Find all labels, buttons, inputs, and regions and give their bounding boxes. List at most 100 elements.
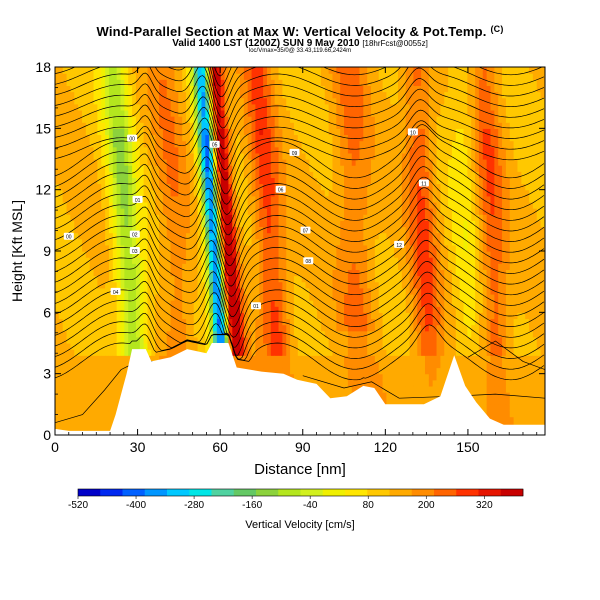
field-cell	[108, 275, 114, 283]
field-cell	[297, 244, 303, 252]
field-cell	[247, 238, 253, 246]
field-cell	[74, 140, 79, 148]
field-cell	[120, 195, 125, 203]
field-cell	[290, 287, 295, 295]
field-cell	[178, 343, 183, 350]
field-cell	[355, 324, 361, 332]
field-cell	[174, 287, 179, 295]
field-cell	[282, 128, 287, 136]
field-cell	[363, 152, 368, 160]
field-cell	[216, 287, 222, 295]
field-cell	[324, 226, 330, 234]
field-cell	[151, 220, 156, 228]
field-cell	[55, 392, 60, 399]
field-cell	[197, 287, 203, 295]
field-cell	[155, 177, 160, 185]
field-cell	[55, 244, 60, 252]
field-cell	[344, 306, 349, 313]
field-cell	[132, 208, 137, 215]
field-cell	[355, 232, 361, 240]
field-cell	[367, 355, 372, 362]
field-cell	[105, 324, 110, 332]
field-cell	[108, 152, 114, 160]
field-cell	[151, 91, 156, 99]
field-cell	[116, 226, 122, 234]
field-cell	[74, 165, 79, 172]
field-cell	[367, 122, 372, 129]
field-cell	[363, 220, 368, 228]
field-cell	[243, 336, 249, 344]
field-cell	[143, 103, 149, 111]
field-cell	[116, 361, 122, 369]
field-cell	[182, 128, 187, 136]
field-cell	[81, 232, 87, 240]
field-cell	[101, 422, 106, 430]
field-cell	[336, 189, 341, 197]
field-cell	[367, 300, 372, 307]
field-cell	[58, 330, 64, 338]
field-cell	[328, 269, 334, 277]
field-cell	[355, 361, 361, 369]
field-cell	[132, 128, 137, 136]
field-cell	[143, 312, 149, 320]
field-cell	[282, 159, 287, 166]
field-cell	[293, 73, 299, 80]
field-cell	[143, 134, 149, 142]
field-cell	[159, 343, 164, 350]
field-cell	[178, 293, 183, 301]
field-cell	[270, 300, 276, 307]
field-cell	[351, 159, 357, 166]
field-cell	[170, 275, 176, 283]
field-cell	[186, 152, 191, 160]
field-cell	[305, 306, 310, 313]
field-cell	[108, 324, 114, 332]
field-cell	[74, 159, 79, 166]
field-cell	[344, 287, 349, 295]
field-cell	[182, 251, 187, 258]
field-cell	[243, 109, 249, 117]
field-cell	[159, 306, 164, 313]
field-cell	[201, 152, 206, 160]
field-cell	[209, 251, 214, 258]
field-cell	[162, 293, 168, 301]
field-cell	[324, 109, 330, 117]
field-cell	[58, 109, 64, 117]
field-cell	[213, 238, 218, 246]
field-cell	[97, 281, 102, 289]
field-cell	[182, 122, 187, 129]
field-cell	[66, 165, 72, 172]
field-cell	[328, 232, 334, 240]
field-cell	[344, 165, 349, 172]
field-cell	[132, 300, 137, 307]
field-cell	[355, 379, 361, 387]
field-cell	[58, 263, 64, 270]
field-cell	[197, 220, 203, 228]
field-cell	[293, 97, 299, 105]
field-cell	[105, 91, 110, 99]
field-cell	[66, 152, 72, 160]
field-cell	[66, 146, 72, 154]
field-cell	[278, 85, 283, 93]
field-cell	[247, 263, 253, 270]
field-cell	[324, 300, 330, 307]
field-cell	[347, 232, 353, 240]
field-cell	[290, 275, 295, 283]
field-cell	[197, 103, 203, 111]
field-cell	[255, 103, 260, 111]
field-cell	[259, 165, 264, 172]
field-cell	[247, 293, 253, 301]
field-cell	[62, 398, 68, 405]
field-cell	[317, 244, 322, 252]
field-cell	[132, 251, 137, 258]
field-cell	[239, 189, 245, 197]
field-cell	[78, 244, 83, 252]
field-cell	[297, 122, 303, 129]
field-cell	[259, 349, 264, 356]
field-cell	[301, 373, 307, 381]
field-cell	[270, 361, 276, 369]
field-cell	[155, 140, 160, 148]
field-cell	[81, 416, 87, 424]
field-cell	[328, 306, 334, 313]
field-cell	[182, 85, 187, 93]
field-cell	[105, 379, 110, 387]
